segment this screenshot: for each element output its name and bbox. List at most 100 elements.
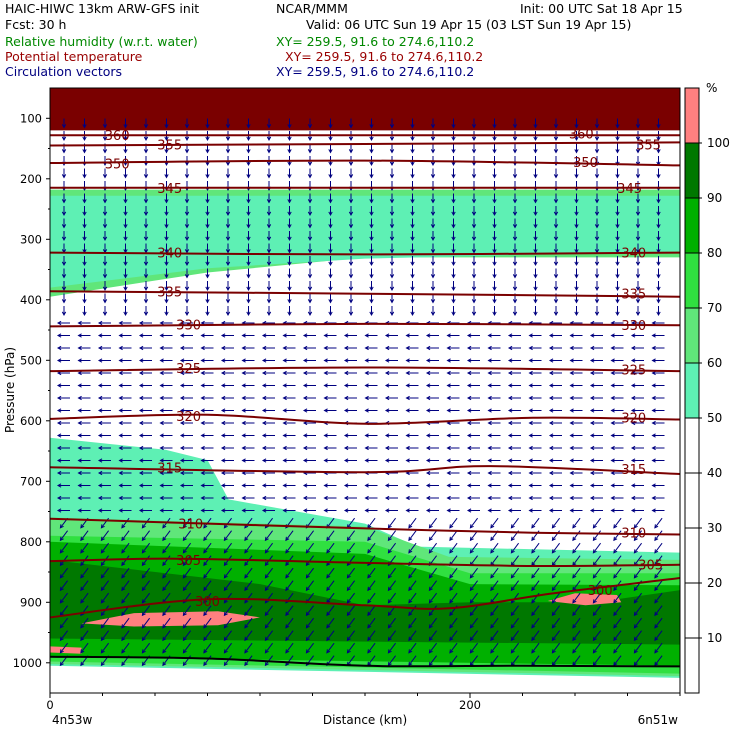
circulation-vector-head-479	[656, 311, 661, 317]
circulation-vector-head-1030	[264, 549, 269, 554]
circulation-vector-1099	[449, 567, 458, 579]
circulation-vector-head-69	[246, 149, 251, 154]
theta-contour-340	[50, 251, 680, 256]
circulation-vector-head-1299	[244, 661, 249, 667]
circulation-vector-head-664	[138, 395, 144, 401]
circulation-vector-1192	[510, 605, 519, 616]
circulation-vector-head-401	[287, 286, 292, 292]
circulation-vector-head-914	[343, 495, 349, 501]
circulation-vector-head-1259	[654, 636, 659, 642]
circulation-vector-head-984	[551, 524, 556, 529]
circulation-vector-head-819	[241, 458, 246, 463]
circulation-vector-head-241	[82, 224, 87, 229]
circulation-vector-head-980	[469, 524, 474, 529]
circulation-vector-head-13	[328, 124, 333, 129]
circulation-vector-1288	[634, 642, 642, 654]
circulation-vector-1309	[449, 655, 458, 666]
y-tick-label-100: 100	[20, 111, 42, 125]
circulation-vector-head-721	[77, 420, 82, 426]
circulation-vector-head-867	[610, 470, 615, 476]
circulation-vector-head-860	[466, 470, 472, 476]
circulation-vector-head-199	[451, 199, 456, 204]
circulation-vector-head-884	[343, 483, 349, 488]
circulation-vector-head-546	[179, 345, 185, 351]
circulation-vector-head-1227	[613, 624, 618, 629]
circulation-vector-head-1282	[510, 649, 515, 654]
circulation-vector-head-388	[635, 274, 641, 279]
circulation-vector-1032	[305, 542, 315, 554]
circulation-vector-1194	[552, 605, 560, 616]
theta-label-355-0: 355	[157, 138, 182, 153]
circulation-vector-head-104	[348, 161, 354, 167]
circulation-vector-head-1134	[551, 586, 556, 592]
circulation-vector-head-207	[615, 199, 620, 204]
circulation-vector-1120	[264, 580, 274, 591]
circulation-vector-head-146	[594, 174, 600, 179]
circulation-vector-head-477	[615, 311, 620, 317]
circulation-vector-head-203	[533, 199, 538, 204]
circulation-vector-head-19	[451, 124, 456, 129]
circulation-vector-1093	[326, 567, 335, 579]
circulation-vector-head-534	[548, 333, 554, 338]
circulation-vector-head-185	[164, 199, 169, 204]
circulation-vector-head-1144	[141, 599, 146, 604]
circulation-vector-head-1040	[469, 549, 474, 554]
circulation-vector-head-456	[184, 311, 190, 317]
circulation-vector-head-405	[369, 286, 374, 292]
circulation-vector-head-411	[492, 286, 497, 292]
circulation-vector-head-360	[61, 274, 67, 279]
circulation-vector-1225	[572, 617, 581, 629]
circulation-vector-head-656	[589, 383, 595, 388]
circulation-vector-head-761	[282, 433, 287, 438]
circulation-vector-head-723	[118, 420, 123, 426]
circulation-vector-head-585	[364, 358, 369, 363]
circulation-vector-head-144	[553, 174, 559, 179]
circulation-vector-969	[244, 517, 253, 529]
circulation-vector-head-910	[261, 495, 267, 501]
circulation-vector-head-402	[307, 286, 313, 292]
circulation-vector-head-1274	[346, 649, 351, 654]
circulation-vector-head-871	[77, 483, 82, 488]
circulation-vector-head-1183	[326, 611, 331, 617]
circulation-vector-head-359	[656, 261, 661, 267]
circulation-vector-head-812	[97, 458, 103, 463]
circulation-vector-1049	[654, 542, 663, 554]
circulation-vector-head-461	[287, 311, 292, 317]
circulation-vector-1280	[469, 642, 479, 654]
circulation-vector-head-685	[569, 395, 574, 401]
circulation-vector-head-749	[651, 420, 656, 426]
circulation-vector-1055	[162, 555, 171, 566]
circulation-vector-head-1062	[305, 561, 310, 567]
circulation-vector-head-809	[651, 445, 656, 451]
circulation-vector-head-848	[220, 470, 226, 476]
circulation-vector-head-348	[430, 261, 436, 267]
circulation-vector-head-958	[630, 508, 636, 513]
circulation-vector-head-469	[451, 311, 456, 317]
circulation-vector-head-1058	[223, 561, 228, 567]
circulation-vector-head-1277	[408, 649, 413, 654]
theta-contour-350	[50, 159, 680, 167]
circulation-vector-head-394	[143, 286, 149, 292]
theta-contour-315	[50, 465, 680, 475]
circulation-vector-head-1018	[633, 536, 638, 542]
circulation-vector-head-341	[287, 261, 292, 267]
circulation-vector-head-594	[548, 358, 554, 363]
circulation-vector-head-1029	[244, 549, 249, 554]
circulation-vector-head-709	[446, 408, 451, 413]
circulation-vector-head-903	[118, 495, 123, 501]
circulation-vector-head-80	[471, 149, 477, 154]
circulation-vector-head-670	[261, 395, 267, 401]
circulation-vector-head-1047	[613, 549, 618, 554]
circulation-vector-head-133	[328, 174, 333, 179]
circulation-vector-head-1019	[654, 536, 659, 542]
circulation-vector-head-607	[200, 370, 205, 376]
circulation-vector-head-1208	[223, 624, 228, 629]
circulation-vector-head-74	[348, 149, 354, 154]
circulation-vector-head-483	[118, 320, 123, 326]
circulation-vector-head-1291	[80, 661, 85, 667]
circulation-vector-head-83	[533, 149, 538, 154]
circulation-vector-head-592	[507, 358, 513, 363]
circulation-vector-head-1112	[100, 586, 105, 592]
circulation-vector-head-308	[225, 249, 231, 254]
circulation-vector-head-332	[102, 261, 108, 267]
